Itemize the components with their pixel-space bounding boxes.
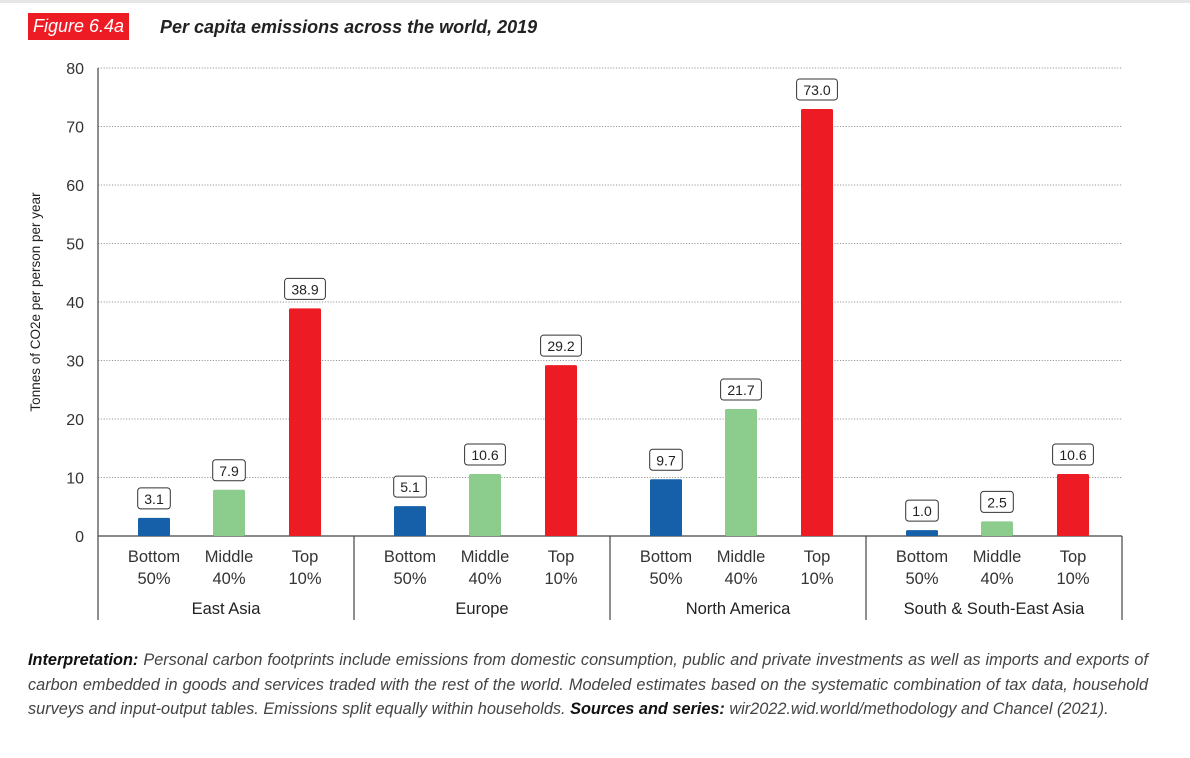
category-label: 50% xyxy=(649,570,682,588)
caption: Interpretation: Personal carbon footprin… xyxy=(28,648,1148,722)
data-label-box xyxy=(905,499,939,522)
data-label: 1.0 xyxy=(912,503,932,519)
data-label: 21.7 xyxy=(727,382,754,398)
category-label: 50% xyxy=(905,570,938,588)
y-tick-label: 30 xyxy=(66,354,84,371)
category-label: 10% xyxy=(544,570,577,588)
interpretation-text: Personal carbon footprints include emiss… xyxy=(28,651,1148,718)
bar xyxy=(545,365,577,536)
bar xyxy=(801,108,833,536)
category-label: 10% xyxy=(1056,570,1089,588)
data-label: 10.6 xyxy=(471,447,498,463)
chart-title: Per capita emissions across the world, 2… xyxy=(160,17,538,37)
bar xyxy=(394,506,426,536)
category-label: 40% xyxy=(980,570,1013,588)
bar xyxy=(906,530,938,536)
group-label: South & South-East Asia xyxy=(904,600,1086,618)
category-label: Middle xyxy=(461,548,510,566)
data-label-box xyxy=(1052,443,1094,466)
bar xyxy=(138,517,170,536)
data-label: 7.9 xyxy=(219,463,239,479)
figure-label: Figure 6.4a xyxy=(28,13,130,40)
data-label-box xyxy=(212,459,246,482)
category-label: Bottom xyxy=(384,548,436,566)
y-tick-label: 60 xyxy=(66,178,84,195)
data-label-box xyxy=(284,277,326,300)
data-label: 2.5 xyxy=(987,494,1007,510)
data-label-box xyxy=(796,78,838,101)
category-label: Bottom xyxy=(128,548,180,566)
category-label: 10% xyxy=(288,570,321,588)
category-label: Top xyxy=(804,548,831,566)
category-label: 50% xyxy=(137,570,170,588)
data-label: 9.7 xyxy=(656,452,676,468)
bar xyxy=(981,521,1013,536)
sources-label: Sources and series: xyxy=(570,700,725,718)
y-tick-label: 0 xyxy=(75,529,84,546)
interpretation-label: Interpretation: xyxy=(28,651,139,669)
data-label: 3.1 xyxy=(144,491,164,507)
bar xyxy=(725,409,757,536)
data-label-box xyxy=(540,334,582,357)
data-label-box xyxy=(393,475,427,498)
top-border xyxy=(0,0,1190,3)
category-label: Middle xyxy=(973,548,1022,566)
y-tick-label: 70 xyxy=(66,120,84,137)
category-label: Top xyxy=(548,548,575,566)
data-label: 5.1 xyxy=(400,479,420,495)
category-label: 40% xyxy=(724,570,757,588)
y-axis-label: Tonnes of CO2e per person per year xyxy=(28,192,43,412)
data-label-box xyxy=(649,448,683,471)
sources-text: wir2022.wid.world/methodology and Chance… xyxy=(724,700,1109,718)
category-label: Top xyxy=(1060,548,1087,566)
y-tick-label: 80 xyxy=(66,61,84,78)
y-tick-label: 10 xyxy=(66,471,84,488)
data-label-box xyxy=(137,487,171,510)
group-label: East Asia xyxy=(192,600,262,618)
data-label: 10.6 xyxy=(1059,447,1086,463)
data-label-box xyxy=(720,378,762,401)
group-label: Europe xyxy=(455,600,508,618)
group-label: North America xyxy=(686,600,791,618)
bar xyxy=(1057,473,1089,536)
data-label-box xyxy=(464,443,506,466)
y-tick-label: 50 xyxy=(66,237,84,254)
category-label: Middle xyxy=(205,548,254,566)
data-label-box xyxy=(980,490,1014,513)
data-label: 38.9 xyxy=(291,281,318,297)
data-label: 73.0 xyxy=(803,82,830,98)
bar-chart: 0 10 20 30 40 50 60 70 80 Tonnes of CO2e per pers… xyxy=(28,61,1123,620)
data-label: 29.2 xyxy=(547,338,574,354)
category-label: 10% xyxy=(800,570,833,588)
y-tick-label: 20 xyxy=(66,412,84,429)
category-label: 50% xyxy=(393,570,426,588)
bar xyxy=(289,308,321,536)
category-label: Bottom xyxy=(640,548,692,566)
category-label: Top xyxy=(292,548,319,566)
category-label: 40% xyxy=(468,570,501,588)
bar xyxy=(650,479,682,536)
bar xyxy=(213,489,245,536)
bar xyxy=(469,473,501,536)
category-label: Middle xyxy=(717,548,766,566)
category-label: 40% xyxy=(212,570,245,588)
category-label: Bottom xyxy=(896,548,948,566)
y-tick-label: 40 xyxy=(66,295,84,312)
